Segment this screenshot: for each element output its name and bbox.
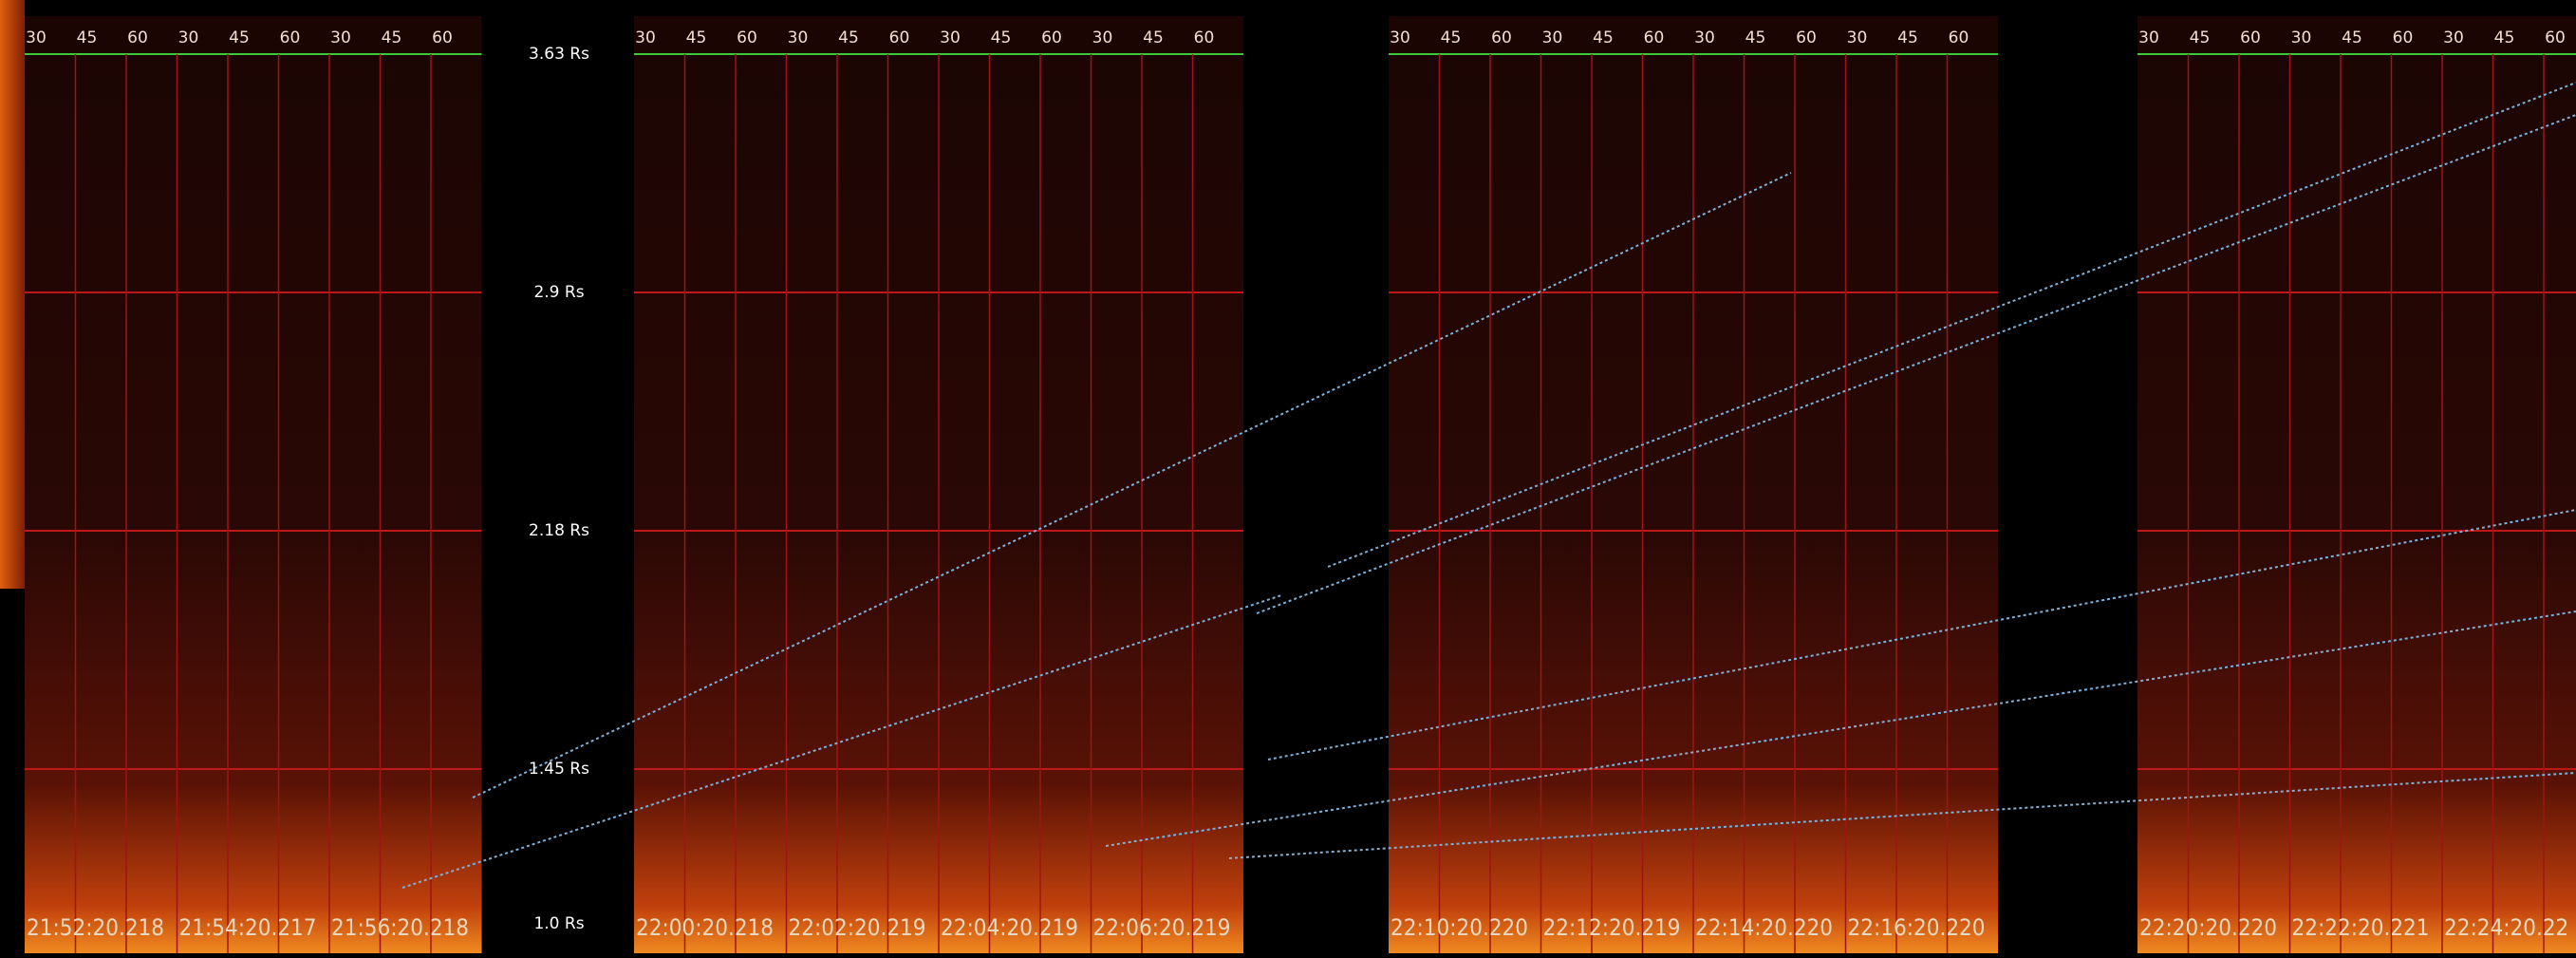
column-tick-label: 30 [1847, 28, 1868, 47]
column-tick-label: 30 [1542, 28, 1563, 47]
column-tick-label: 60 [737, 28, 757, 47]
radial-label: 2.9 Rs [533, 283, 584, 302]
time-label: 21:52:20.218 [27, 914, 164, 941]
radial-labels: 3.63 Rs 2.9 Rs 2.18 Rs 1.45 Rs 1.0 Rs [529, 45, 589, 933]
column-tick-label: 30 [26, 28, 47, 47]
column-tick-label: 45 [2494, 28, 2515, 47]
panel: 30 45 60 30 45 60 30 45 60 30 45 60 22:00:20.218 22:0… [634, 16, 1243, 953]
panel-image [25, 16, 482, 953]
track-lines [401, 82, 2576, 889]
panel-image [2137, 16, 2576, 953]
column-tick-label: 60 [1796, 28, 1817, 47]
column-tick-label: 30 [2291, 28, 2312, 47]
column-tick-label: 45 [382, 28, 402, 47]
time-label: 22:00:20.218 [636, 914, 774, 941]
time-label: 22:20:20.220 [2139, 914, 2277, 941]
column-tick-label: 30 [635, 28, 656, 47]
column-tick-label: 60 [127, 28, 148, 47]
track-line [472, 172, 1792, 798]
column-tick-label: 45 [1593, 28, 1614, 47]
column-tick-label: 30 [330, 28, 351, 47]
track-line [1256, 114, 2576, 614]
track-line [401, 594, 1282, 889]
column-tick-label: 30 [178, 28, 199, 47]
column-tick-label: 45 [229, 28, 250, 47]
column-tick-label: 45 [1441, 28, 1462, 47]
column-tick-label: 45 [991, 28, 1012, 47]
time-label: 21:56:20.218 [331, 914, 469, 941]
time-label: 22:04:20.219 [941, 914, 1078, 941]
column-tick-label: 60 [432, 28, 453, 47]
column-tick-label: 45 [1745, 28, 1766, 47]
column-tick-label: 30 [1390, 28, 1410, 47]
panels: 30 45 60 30 45 60 30 45 60 21:52:20.218 21:54:20.2… [25, 16, 2576, 953]
column-tick-label: 30 [1092, 28, 1113, 47]
column-tick-label: 45 [838, 28, 859, 47]
column-tick-label: 45 [1897, 28, 1918, 47]
column-tick-label: 45 [1143, 28, 1164, 47]
radial-label: 1.45 Rs [529, 760, 589, 779]
time-label: 22:12:20.219 [1543, 914, 1681, 941]
column-tick-label: 60 [1949, 28, 1969, 47]
column-tick-label: 30 [2138, 28, 2159, 47]
time-label: 22:24:20.22 [2444, 914, 2568, 941]
time-label: 22:14:20.220 [1695, 914, 1833, 941]
column-tick-label: 30 [1694, 28, 1715, 47]
time-label: 22:10:20.220 [1391, 914, 1528, 941]
radial-label: 3.63 Rs [529, 45, 589, 64]
column-tick-label: 60 [1491, 28, 1512, 47]
track-line [1228, 772, 2576, 859]
solar-limb-strip [0, 0, 25, 589]
column-tick-label: 30 [788, 28, 809, 47]
column-tick-label: 45 [2342, 28, 2362, 47]
column-tick-label: 60 [280, 28, 301, 47]
column-tick-label: 45 [686, 28, 707, 47]
column-tick-label: 60 [1194, 28, 1215, 47]
column-tick-label: 45 [77, 28, 98, 47]
panel: 30 45 60 30 45 60 30 45 60 22:20:20.220 22:22:20.2… [2137, 16, 2576, 953]
time-label: 22:22:20.221 [2292, 914, 2430, 941]
panel: 30 45 60 30 45 60 30 45 60 30 45 60 22:10:20.220 22:1… [1389, 16, 1998, 953]
radial-label: 1.0 Rs [533, 914, 584, 933]
panel: 30 45 60 30 45 60 30 45 60 21:52:20.218 21:54:20.2… [25, 16, 482, 953]
time-label: 22:16:20.220 [1848, 914, 1986, 941]
column-tick-label: 30 [2443, 28, 2464, 47]
column-tick-label: 45 [2190, 28, 2211, 47]
track-line [1327, 82, 2576, 568]
column-tick-label: 60 [2393, 28, 2414, 47]
time-label: 22:06:20.219 [1093, 914, 1231, 941]
column-tick-label: 60 [889, 28, 910, 47]
column-tick-label: 60 [2545, 28, 2566, 47]
column-tick-label: 60 [1041, 28, 1062, 47]
column-tick-label: 30 [940, 28, 961, 47]
radial-label: 2.18 Rs [529, 521, 589, 540]
column-tick-label: 60 [2240, 28, 2261, 47]
time-label: 22:02:20.219 [789, 914, 926, 941]
column-tick-label: 60 [1644, 28, 1665, 47]
time-label: 21:54:20.217 [179, 914, 317, 941]
